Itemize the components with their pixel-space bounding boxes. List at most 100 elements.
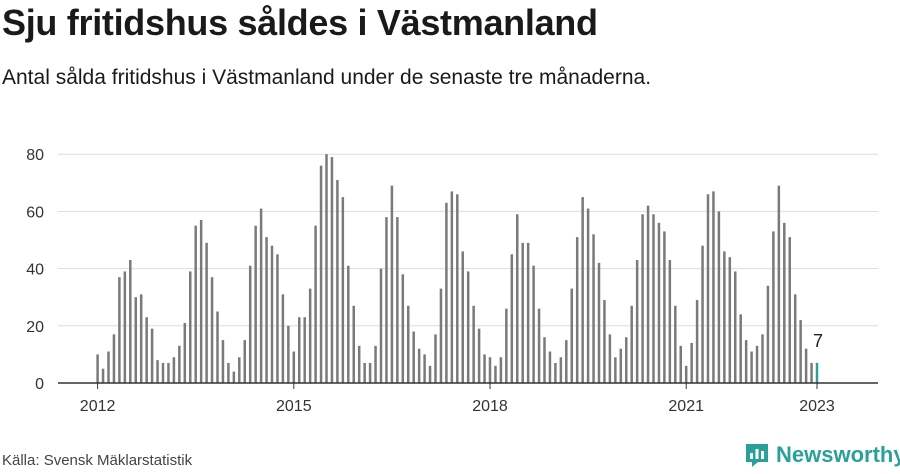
bar-chart: 0 20 40 60 80 7 2012 2015 2018 2021 2023 bbox=[26, 147, 878, 415]
bar bbox=[445, 202, 448, 383]
bar bbox=[423, 354, 426, 383]
bar bbox=[772, 231, 775, 383]
bar bbox=[276, 254, 279, 383]
bar bbox=[439, 288, 443, 383]
bar bbox=[761, 334, 764, 383]
bar bbox=[532, 265, 535, 383]
bar bbox=[783, 222, 786, 383]
bar bbox=[183, 322, 187, 383]
bar bbox=[210, 277, 214, 383]
bar bbox=[292, 351, 296, 383]
bar bbox=[434, 334, 437, 383]
bar bbox=[505, 308, 508, 383]
bar bbox=[298, 317, 301, 383]
bar bbox=[635, 260, 639, 383]
bar bbox=[657, 222, 661, 383]
bar bbox=[477, 328, 481, 383]
bar bbox=[178, 345, 181, 383]
bar bbox=[401, 274, 405, 383]
bar bbox=[646, 205, 650, 383]
bar bbox=[510, 254, 514, 383]
bar bbox=[205, 242, 208, 383]
bar bbox=[161, 362, 165, 383]
bar bbox=[543, 337, 546, 383]
newsworthy-brand[interactable]: Newsworthy bbox=[744, 442, 900, 468]
bar bbox=[619, 348, 623, 383]
bar bbox=[319, 165, 323, 383]
bar-highlight bbox=[815, 362, 819, 383]
bar bbox=[407, 305, 410, 383]
brand-name: Newsworthy bbox=[776, 442, 900, 467]
bar bbox=[461, 251, 464, 383]
y-tick-label: 0 bbox=[35, 376, 44, 393]
bar bbox=[96, 354, 99, 383]
bar bbox=[608, 334, 612, 383]
bar bbox=[341, 197, 345, 383]
x-tick-label: 2023 bbox=[799, 398, 835, 415]
bar bbox=[630, 305, 633, 383]
bar bbox=[701, 245, 704, 383]
bar bbox=[189, 271, 192, 383]
bar bbox=[101, 368, 105, 383]
x-tick-label: 2018 bbox=[472, 398, 508, 415]
chart-subtitle: Antal sålda fritidshus i Västmanland und… bbox=[2, 66, 652, 89]
bar bbox=[788, 237, 791, 383]
bar bbox=[565, 340, 568, 383]
bar bbox=[559, 357, 563, 383]
bar bbox=[483, 354, 486, 383]
bar bbox=[325, 154, 328, 383]
bar bbox=[717, 211, 721, 383]
bar bbox=[123, 271, 127, 383]
bar bbox=[810, 362, 813, 383]
bar bbox=[216, 311, 219, 383]
y-tick-label: 40 bbox=[26, 262, 44, 279]
bar bbox=[777, 185, 781, 383]
bar bbox=[287, 325, 290, 383]
bar bbox=[221, 340, 225, 383]
bar bbox=[254, 225, 257, 383]
bar bbox=[755, 345, 759, 383]
bar bbox=[695, 300, 699, 383]
bar bbox=[712, 191, 715, 383]
bar bbox=[357, 345, 361, 383]
bar bbox=[706, 194, 710, 383]
bar bbox=[728, 257, 732, 383]
bar bbox=[570, 288, 573, 383]
bar bbox=[625, 337, 628, 383]
bar bbox=[466, 271, 470, 383]
y-tick-label: 60 bbox=[26, 204, 44, 221]
bar bbox=[385, 217, 388, 383]
bar bbox=[167, 362, 170, 383]
bar bbox=[118, 277, 121, 383]
bar bbox=[641, 214, 644, 383]
bar bbox=[330, 157, 334, 383]
bar bbox=[308, 288, 312, 383]
bar bbox=[684, 365, 688, 383]
bar bbox=[238, 357, 241, 383]
axes: 0 20 40 60 80 7 2012 2015 2018 2021 2023 bbox=[26, 147, 878, 415]
bar bbox=[744, 340, 748, 383]
bar bbox=[516, 214, 519, 383]
bar bbox=[172, 357, 176, 383]
bar bbox=[554, 362, 557, 383]
bar bbox=[499, 357, 503, 383]
bar bbox=[456, 194, 459, 383]
y-tick-label: 20 bbox=[26, 319, 44, 336]
bar bbox=[575, 237, 579, 383]
bar bbox=[581, 197, 584, 383]
bar bbox=[472, 305, 475, 383]
bar bbox=[368, 362, 372, 383]
bar bbox=[199, 219, 203, 383]
bar bbox=[592, 234, 595, 383]
bar bbox=[734, 271, 737, 383]
bar bbox=[750, 351, 753, 383]
bar bbox=[129, 260, 132, 383]
y-tick-label: 80 bbox=[26, 147, 44, 164]
bar bbox=[663, 231, 666, 383]
bar bbox=[521, 242, 524, 383]
bar bbox=[652, 214, 655, 383]
bar bbox=[603, 300, 606, 383]
bar bbox=[526, 242, 530, 383]
bar bbox=[379, 268, 383, 383]
bar bbox=[314, 225, 317, 383]
